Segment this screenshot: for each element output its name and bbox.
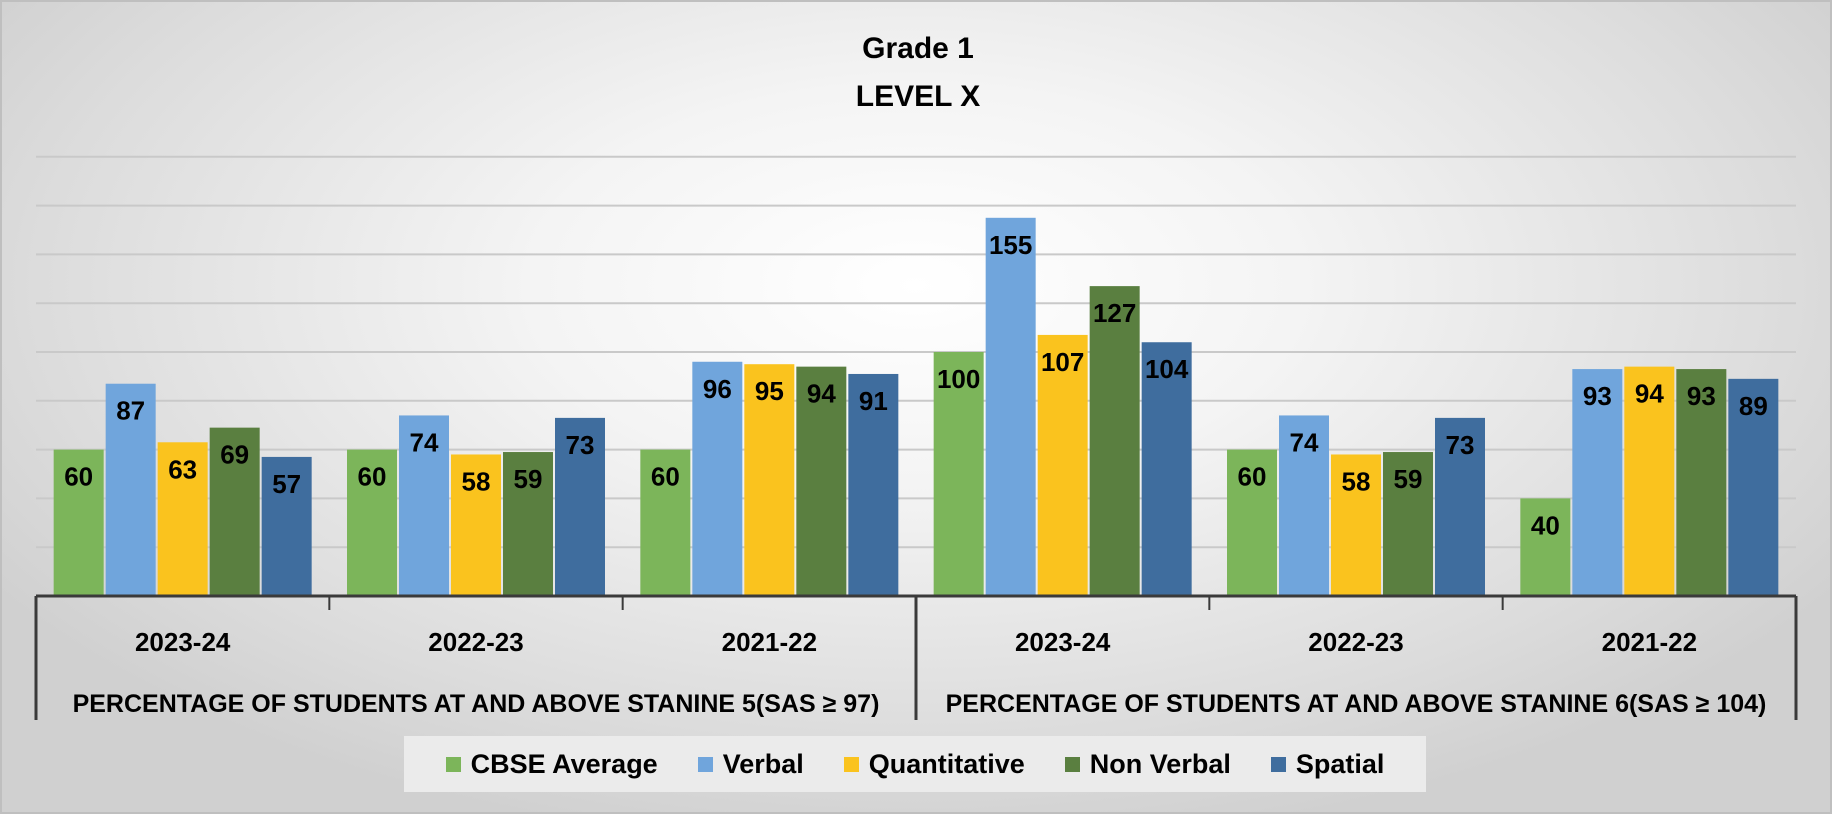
bar-non-verbal	[796, 366, 847, 596]
bar-verbal	[399, 415, 449, 596]
data-label: 93	[1583, 381, 1612, 411]
data-label: 57	[272, 469, 301, 499]
data-label: 69	[220, 440, 249, 470]
bar-non-verbal	[1676, 369, 1727, 596]
data-label: 74	[1290, 427, 1319, 457]
data-label: 96	[703, 374, 732, 404]
legend-label: Quantitative	[868, 748, 1025, 779]
chart-title: Grade 1	[862, 32, 974, 65]
tick-label: 2023-24	[1015, 627, 1111, 657]
data-label: 59	[1394, 464, 1423, 494]
bar-quantitative	[157, 442, 208, 596]
data-label: 63	[168, 454, 197, 484]
bar-verbal	[1279, 415, 1329, 596]
legend-item: Quantitative	[843, 748, 1025, 780]
data-label: 59	[514, 464, 543, 494]
data-label: 94	[1635, 379, 1664, 409]
data-label: 58	[1342, 466, 1371, 496]
bar-non-verbal	[209, 427, 260, 596]
bar-quantitative	[1037, 334, 1088, 596]
legend-swatch	[843, 756, 859, 772]
bar-spatial	[848, 373, 899, 596]
data-label: 60	[1238, 462, 1267, 492]
tick-label: 2021-22	[722, 627, 817, 657]
data-label: 94	[807, 379, 836, 409]
bar-cbse-average	[1520, 498, 1571, 596]
legend-item: Spatial	[1270, 748, 1385, 780]
legend-label: CBSE Average	[470, 748, 658, 779]
tick-label: 2021-22	[1602, 627, 1697, 657]
legend-swatch	[1270, 756, 1286, 772]
chart-subtitle: LEVEL X	[855, 80, 981, 113]
group-label: PERCENTAGE OF STUDENTS AT AND ABOVE STAN…	[73, 690, 880, 718]
bar-quantitative	[1624, 366, 1675, 596]
bar-quantitative	[744, 364, 795, 596]
bar-non-verbal	[503, 452, 553, 596]
bar-cbse-average	[53, 449, 104, 596]
legend-item: CBSE Average	[445, 748, 658, 780]
bar-cbse-average	[933, 352, 984, 596]
data-label: 40	[1531, 510, 1560, 540]
bar-spatial	[1728, 378, 1779, 596]
chart-legend: CBSE Average Verbal Quantitative Non Verbal…	[404, 736, 1426, 792]
legend-swatch	[445, 756, 461, 772]
data-label: 73	[566, 430, 595, 460]
data-label: 74	[410, 427, 439, 457]
bar-cbse-average	[640, 449, 691, 596]
bar-non-verbal	[1383, 452, 1433, 596]
data-label: 104	[1145, 354, 1189, 384]
data-label: 87	[116, 396, 145, 426]
bar-verbal	[105, 383, 156, 596]
bar-non-verbal	[1089, 286, 1140, 596]
bar-spatial	[1435, 417, 1485, 596]
legend-swatch	[1064, 756, 1080, 772]
tick-label: 2023-24	[135, 627, 231, 657]
data-label: 107	[1041, 347, 1084, 377]
legend-item: Verbal	[697, 748, 804, 780]
data-label: 155	[989, 230, 1032, 260]
legend-swatch	[697, 756, 713, 772]
bar-spatial	[261, 456, 312, 596]
data-label: 60	[358, 462, 387, 492]
bar-verbal	[985, 217, 1036, 597]
data-label: 73	[1446, 430, 1475, 460]
legend-label: Non Verbal	[1089, 748, 1231, 779]
tick-label: 2022-23	[428, 627, 523, 657]
bar-spatial	[555, 417, 605, 596]
bar-cbse-average	[1227, 449, 1277, 596]
data-label: 93	[1687, 381, 1716, 411]
bar-spatial	[1141, 342, 1192, 596]
data-label: 58	[462, 466, 491, 496]
legend-label: Spatial	[1295, 748, 1385, 779]
bar-quantitative	[451, 454, 501, 596]
legend-label: Verbal	[722, 748, 804, 779]
data-label: 60	[64, 462, 93, 492]
data-label: 91	[859, 386, 888, 416]
data-label: 100	[937, 364, 980, 394]
bar-verbal	[692, 361, 743, 596]
data-label: 127	[1093, 298, 1136, 328]
data-label: 95	[755, 376, 784, 406]
data-label: 89	[1739, 391, 1768, 421]
bar-verbal	[1572, 369, 1623, 596]
legend-item: Non Verbal	[1064, 748, 1231, 780]
bar-cbse-average	[347, 449, 397, 596]
data-label: 60	[651, 462, 680, 492]
bar-quantitative	[1331, 454, 1381, 596]
tick-label: 2022-23	[1308, 627, 1403, 657]
group-label: PERCENTAGE OF STUDENTS AT AND ABOVE STAN…	[946, 690, 1767, 718]
